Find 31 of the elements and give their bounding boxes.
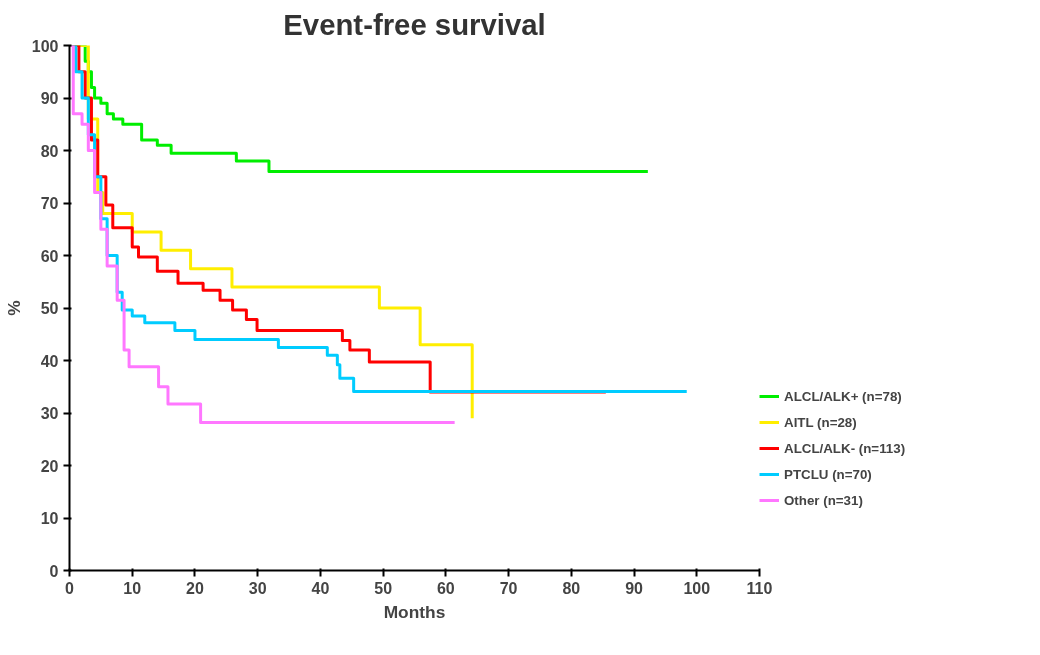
legend-label: Other (n=31) (784, 492, 863, 508)
chart-title: Event-free survival (283, 7, 546, 41)
y-tick-label: 10 (40, 510, 59, 527)
y-tick-label: 40 (40, 352, 59, 370)
x-tick-label: 100 (683, 579, 711, 597)
x-tick-label: 0 (65, 579, 75, 597)
x-tick-label: 90 (625, 579, 644, 597)
y-tick-label: 80 (40, 142, 59, 160)
x-tick-label: 10 (123, 579, 142, 597)
x-tick-label: 30 (248, 579, 267, 597)
y-axis-title: % (3, 300, 24, 316)
y-tick-label: 70 (40, 195, 59, 212)
legend-label: ALCL/ALK+ (n=78) (784, 388, 902, 404)
legend-label: ALCL/ALK- (n=113) (784, 440, 906, 456)
legend-label: PTCLU (n=70) (784, 466, 872, 482)
y-tick-label: 20 (40, 457, 59, 475)
x-tick-label: 80 (562, 579, 581, 597)
x-tick-label: 40 (311, 579, 330, 597)
x-tick-label: 110 (746, 579, 773, 597)
y-tick-label: 0 (49, 562, 59, 580)
y-tick-label: 30 (40, 405, 59, 422)
x-axis-title: Months (383, 601, 446, 622)
y-tick-label: 90 (40, 90, 59, 107)
y-tick-label: 100 (31, 37, 59, 55)
y-tick-label: 50 (40, 300, 59, 317)
x-tick-label: 70 (499, 579, 518, 597)
x-tick-label: 50 (374, 579, 393, 597)
x-tick-label: 20 (186, 579, 204, 597)
x-tick-label: 60 (436, 579, 455, 597)
legend-label: AITL (n=28) (784, 414, 857, 430)
y-tick-label: 60 (40, 247, 59, 265)
